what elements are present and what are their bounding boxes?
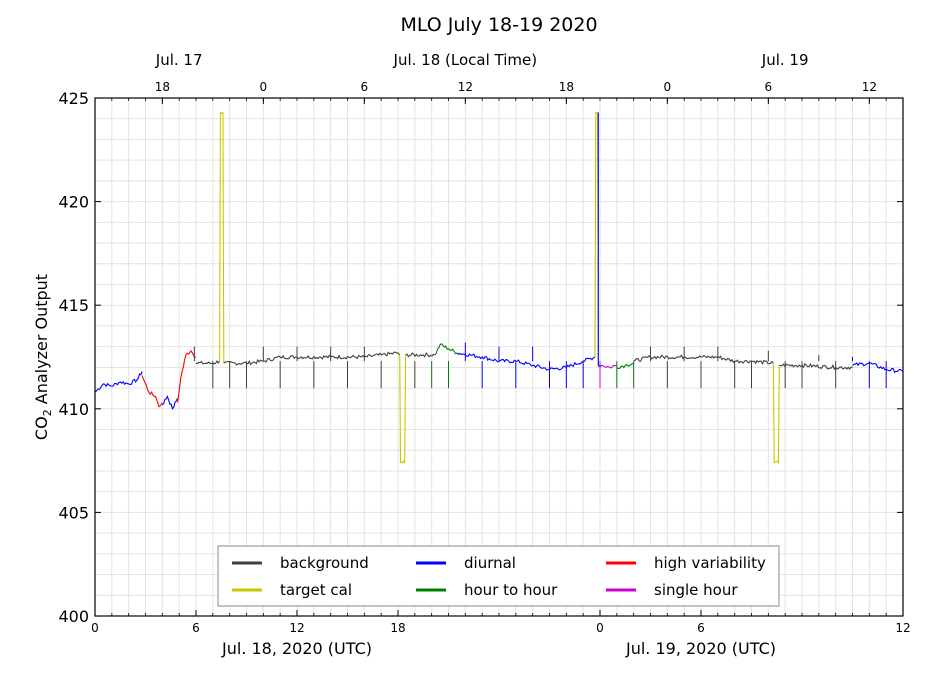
y-tick-label: 410	[58, 400, 89, 419]
series-line-diurnal	[94, 371, 143, 393]
top-tick-label: 0	[664, 80, 672, 94]
bottom-tick-label: 18	[390, 621, 405, 635]
top-tick-label: 12	[458, 80, 473, 94]
series-line-diurnal	[852, 362, 904, 374]
bottom-tick-label: 6	[192, 621, 200, 635]
series-line-high-variability	[176, 349, 197, 403]
top-tick-label: 18	[155, 80, 170, 94]
legend-label: hour to hour	[464, 581, 558, 599]
series-line-background	[223, 351, 401, 366]
chart-title: MLO July 18-19 2020	[400, 14, 597, 36]
series-line-background	[633, 354, 774, 365]
legend-label: background	[280, 554, 369, 572]
top-tick-label: 0	[260, 80, 268, 94]
series-line-background	[779, 362, 853, 371]
bottom-tick-label: 12	[895, 621, 910, 635]
series-line-hour-to-hour	[616, 362, 634, 370]
legend-label: diurnal	[464, 554, 516, 572]
legend-label: high variability	[654, 554, 766, 572]
legend-label: single hour	[654, 581, 738, 599]
top-date-label: Jul. 19	[761, 51, 809, 69]
legend-box	[217, 545, 780, 607]
series-line-target-cal	[772, 363, 780, 465]
y-axis: 400 405 410 415 420 425	[58, 89, 903, 626]
legend: background target cal diurnal hour to hour h…	[217, 545, 780, 607]
series-line-diurnal	[456, 352, 596, 371]
y-tick-label: 420	[58, 193, 89, 212]
series-line-high-variability	[141, 375, 163, 408]
series-line-target-cal	[399, 354, 407, 465]
y-tick-label: 400	[58, 607, 89, 626]
top-tick-label: 18	[559, 80, 574, 94]
spike-lines	[193, 342, 904, 389]
bottom-date-label: Jul. 18, 2020 (UTC)	[221, 639, 372, 658]
top-tick-label: 6	[765, 80, 773, 94]
y-axis-label: CO2 Analyzer Output	[32, 274, 54, 440]
top-date-label: Jul. 18 (Local Time)	[393, 51, 538, 69]
series-line-diurnal	[162, 394, 178, 410]
series-lines	[94, 111, 904, 465]
bottom-tick-label: 12	[289, 621, 304, 635]
top-x-axis: 18 0 6 12 18 0 6 12 Jul. 17 Jul. 18 (Local Time) J…	[94, 51, 904, 104]
y-tick-label: 425	[58, 89, 89, 108]
top-tick-label: 6	[361, 80, 369, 94]
bottom-tick-label: 6	[697, 621, 705, 635]
top-tick-label: 12	[862, 80, 877, 94]
series-line-target-cal	[219, 111, 225, 364]
bottom-date-label: Jul. 19, 2020 (UTC)	[625, 639, 776, 658]
top-date-label: Jul. 17	[155, 51, 203, 69]
bottom-x-axis: 0 6 12 18 0 6 12 Jul. 18, 2020 (UTC) Jul. 19, 20…	[91, 610, 911, 658]
legend-label: target cal	[280, 581, 352, 599]
bottom-tick-label: 0	[596, 621, 604, 635]
series-line-diurnal	[597, 112, 603, 368]
bottom-tick-label: 0	[91, 621, 99, 635]
y-tick-label: 405	[58, 503, 89, 522]
series-line-single-hour	[601, 364, 617, 369]
series-line-background	[405, 352, 436, 358]
series-line-background	[195, 360, 221, 365]
series-line-hour-to-hour	[434, 342, 458, 356]
y-tick-label: 415	[58, 296, 89, 315]
